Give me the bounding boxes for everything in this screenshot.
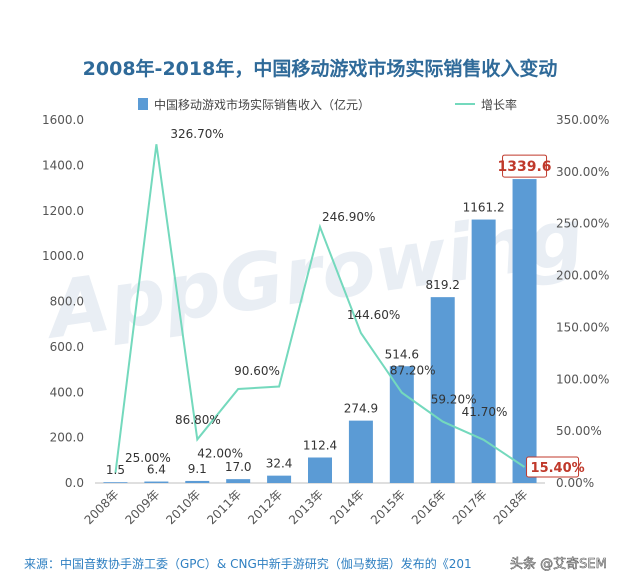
credit-text: 头条 @艾奇SEM xyxy=(510,556,607,572)
chart-title: 2008年-2018年，中国移动游戏市场实际销售收入变动 xyxy=(83,57,558,80)
growth-line xyxy=(114,144,526,473)
growth-line-group: 326.70% 42.00% 90.60% 246.90% 144.60% 87.20% 5… xyxy=(114,127,585,478)
bar-labels-group: 1.5 6.4 9.1 17.0 32.4112.4274.9514.6819.2116… xyxy=(106,154,552,477)
bar xyxy=(471,219,496,484)
bar-value-label: 274.9 xyxy=(344,402,378,416)
bar xyxy=(348,420,373,483)
extra-growth-label: 25.00% xyxy=(125,451,171,465)
x-tick-label: 2010年 xyxy=(163,487,203,527)
bar-value-label: 17.0 xyxy=(225,460,252,474)
growth-value-label: 59.20% xyxy=(431,393,477,407)
left-tick-label: 800.0 xyxy=(50,295,84,309)
growth-value-label: 326.70% xyxy=(170,127,223,141)
left-tick-label: 1000.0 xyxy=(42,249,84,263)
left-tick-label: 400.0 xyxy=(50,385,84,399)
left-tick-label: 1200.0 xyxy=(42,204,84,218)
right-tick-label: 50.00% xyxy=(556,424,602,438)
bar xyxy=(389,366,414,483)
right-tick-label: 250.00% xyxy=(556,217,609,231)
left-tick-label: 1600.0 xyxy=(42,113,84,127)
x-tick-label: 2016年 xyxy=(409,487,449,527)
x-tick-label: 2014年 xyxy=(327,487,367,527)
bar xyxy=(144,481,169,483)
growth-value-label: 87.20% xyxy=(390,364,436,378)
growth-value-label: 41.70% xyxy=(462,405,508,419)
highlight-box xyxy=(526,456,580,478)
bar xyxy=(226,479,251,483)
left-tick-label: 200.0 xyxy=(50,431,84,445)
x-tick-label: 2009年 xyxy=(123,487,163,527)
bar xyxy=(430,297,455,483)
bar-value-label: 32.4 xyxy=(266,457,293,471)
x-tick-label: 2011年 xyxy=(204,487,244,527)
legend-bar-label: 中国移动游戏市场实际销售收入（亿元） xyxy=(154,97,370,112)
bar xyxy=(308,457,332,483)
bar-value-label: 112.4 xyxy=(303,438,337,452)
bar-value-label: 1161.2 xyxy=(463,201,505,215)
bar xyxy=(267,475,292,483)
bar xyxy=(185,480,210,483)
legend-bar-swatch xyxy=(138,98,148,110)
x-tick-label: 2013年 xyxy=(286,487,326,527)
bar-value-label: 514.6 xyxy=(385,347,419,361)
right-tick-label: 350.00% xyxy=(556,113,609,127)
x-tick-label: 2008年 xyxy=(82,487,122,527)
bar-value-label: 819.2 xyxy=(426,278,460,292)
growth-value-label: 246.90% xyxy=(322,210,375,224)
legend: 中国移动游戏市场实际销售收入（亿元） 增长率 xyxy=(138,97,517,112)
x-tick-label: 2017年 xyxy=(450,487,490,527)
growth-value-label: 144.60% xyxy=(347,308,400,322)
left-tick-label: 0.0 xyxy=(65,476,84,490)
extra-growth-label: 86.80% xyxy=(175,413,221,427)
growth-value-label: 15.40% xyxy=(531,461,585,476)
right-tick-label: 200.00% xyxy=(556,269,609,283)
source-text: 来源：中国音数协手游工委（GPC）& CNG中新手游研究（伽马数据）发布的《20… xyxy=(24,556,472,571)
right-tick-label: 150.00% xyxy=(556,320,609,334)
x-tick-label: 2015年 xyxy=(368,487,408,527)
left-axis: 0.0 200.0 400.0 600.0 800.0 1000.0 1200.0 1400.… xyxy=(42,113,84,490)
x-axis: 2008年 2009年 2010年 2011年 2012年 2013年 2014年 2015年… xyxy=(82,487,531,527)
bar xyxy=(512,179,537,483)
left-tick-label: 1400.0 xyxy=(42,158,84,172)
right-tick-label: 300.00% xyxy=(556,165,609,179)
bar-value-label: 1339.6 xyxy=(498,159,552,175)
highlight-box xyxy=(502,154,548,178)
left-tick-label: 600.0 xyxy=(50,340,84,354)
right-tick-label: 100.00% xyxy=(556,372,609,386)
growth-value-label: 90.60% xyxy=(234,364,280,378)
x-tick-label: 2018年 xyxy=(491,487,531,527)
right-axis: 0.00% 50.00% 100.00% 150.00% 200.00% 250.00% 3… xyxy=(556,113,609,490)
x-tick-label: 2012年 xyxy=(245,487,285,527)
right-tick-label: 0.00% xyxy=(556,476,594,490)
legend-line-label: 增长率 xyxy=(481,97,517,112)
bar-value-label: 9.1 xyxy=(188,462,207,476)
bar-value-label: 6.4 xyxy=(147,463,166,477)
bar xyxy=(103,482,128,483)
watermark: AppGrowing xyxy=(38,192,590,357)
growth-value-label: 42.00% xyxy=(197,446,243,460)
